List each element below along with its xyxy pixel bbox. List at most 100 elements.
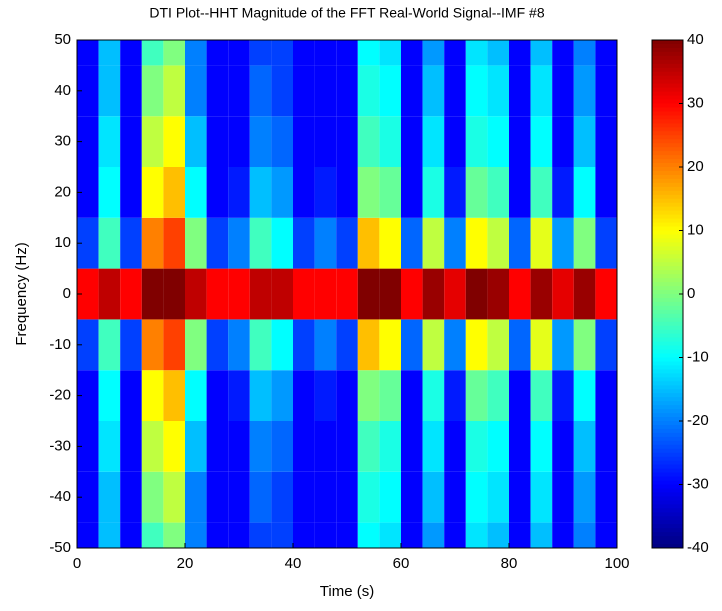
heatmap-cell: [595, 167, 617, 218]
colorbar-swatch: [652, 167, 683, 172]
heatmap-cell: [185, 217, 207, 269]
colorbar-swatch: [652, 309, 683, 315]
heatmap-cell: [422, 217, 445, 269]
colorbar-swatch: [652, 492, 683, 497]
heatmap-cell: [314, 421, 337, 472]
heatmap-cell: [336, 40, 358, 66]
colorbar-swatch: [652, 385, 683, 390]
colorbar-swatch: [652, 159, 683, 164]
heatmap-cell: [293, 167, 315, 218]
colorbar-swatch: [652, 286, 683, 291]
heatmap-cell: [444, 319, 466, 371]
heatmap-cell: [487, 65, 509, 117]
chart-title: DTI Plot--HHT Magnitude of the FFT Real-…: [149, 5, 544, 21]
colorbar-swatch: [652, 127, 683, 132]
heatmap-cell: [206, 217, 229, 269]
heatmap-cell: [336, 522, 358, 548]
colorbar-swatch: [652, 190, 683, 196]
heatmap-cell: [487, 167, 509, 218]
heatmap-cell: [120, 370, 142, 421]
heatmap-cell: [465, 65, 488, 117]
heatmap-cell: [314, 167, 337, 218]
heatmap-cell: [141, 167, 164, 218]
colorbar-swatch: [652, 242, 683, 247]
colorbar-swatch: [652, 151, 683, 156]
colorbar-tick-label: -10: [687, 348, 709, 365]
heatmap-cell: [163, 268, 185, 320]
colorbar-swatch: [652, 397, 683, 402]
heatmap-cell: [228, 40, 250, 66]
heatmap-cell: [163, 522, 185, 548]
y-tick-label: -30: [49, 437, 71, 454]
heatmap-cell: [487, 40, 509, 66]
colorbar-swatch: [652, 353, 683, 358]
colorbar-swatch: [652, 270, 683, 275]
heatmap-cell: [552, 217, 574, 269]
heatmap-cell: [552, 471, 574, 523]
heatmap-cell: [595, 522, 617, 548]
colorbar-swatch: [652, 258, 683, 263]
heatmap-cell: [314, 217, 337, 269]
heatmap-cell: [77, 522, 99, 548]
colorbar-swatch: [652, 214, 683, 220]
heatmap-cell: [379, 167, 401, 218]
heatmap-cell: [249, 167, 272, 218]
heatmap-cell: [249, 268, 272, 320]
colorbar-swatch: [652, 67, 683, 73]
heatmap-cell: [228, 65, 250, 117]
heatmap-cell: [379, 319, 401, 371]
heatmap-cell: [595, 116, 617, 167]
heatmap-cell: [552, 319, 574, 371]
colorbar-swatch: [652, 55, 683, 61]
heatmap-cell: [401, 217, 423, 269]
heatmap-cell: [120, 65, 142, 117]
colorbar-swatch: [652, 393, 683, 398]
heatmap-cell: [206, 471, 229, 523]
heatmap-cell: [401, 268, 423, 320]
heatmap-cell: [509, 522, 531, 548]
heatmap-cell: [141, 116, 164, 167]
colorbar-swatch: [652, 226, 683, 231]
heatmap-cell: [228, 319, 250, 371]
colorbar-swatch: [652, 424, 683, 430]
heatmap-cell: [293, 116, 315, 167]
heatmap-cell: [573, 268, 596, 320]
x-tick-label: 60: [393, 555, 410, 572]
heatmap-cell: [509, 471, 531, 523]
x-tick-label: 40: [285, 555, 302, 572]
colorbar-swatch: [652, 448, 683, 454]
heatmap-cell: [336, 370, 358, 421]
heatmap-cell: [487, 268, 509, 320]
colorbar-swatch: [652, 174, 683, 180]
heatmap-cell: [141, 370, 164, 421]
heatmap-cell: [357, 421, 380, 472]
colorbar-tick-label: -40: [687, 539, 709, 556]
heatmap-cell: [249, 319, 272, 371]
heatmap-cell: [379, 370, 401, 421]
colorbar-swatch: [652, 75, 683, 81]
heatmap-cell: [530, 370, 553, 421]
heatmap-cell: [530, 40, 553, 66]
colorbar-swatch: [652, 297, 683, 303]
heatmap-cell: [141, 522, 164, 548]
colorbar-swatch: [652, 508, 683, 513]
colorbar-swatch: [652, 317, 683, 323]
heatmap-cell: [163, 471, 185, 523]
heatmap-cell: [379, 522, 401, 548]
heatmap-cell: [271, 116, 293, 167]
colorbar-swatch: [652, 266, 683, 271]
heatmap-cell: [422, 116, 445, 167]
colorbar-swatch: [652, 198, 683, 204]
heatmap-cell: [271, 268, 293, 320]
heatmap-cell: [98, 167, 121, 218]
heatmap-cell: [314, 268, 337, 320]
heatmap-cell: [206, 421, 229, 472]
heatmap-cell: [271, 319, 293, 371]
heatmap-cell: [530, 167, 553, 218]
heatmap-cell: [509, 421, 531, 472]
colorbar-tick-label: 10: [687, 221, 704, 238]
heatmap-cell: [336, 319, 358, 371]
heatmap-cell: [293, 268, 315, 320]
heatmap-cell: [163, 370, 185, 421]
